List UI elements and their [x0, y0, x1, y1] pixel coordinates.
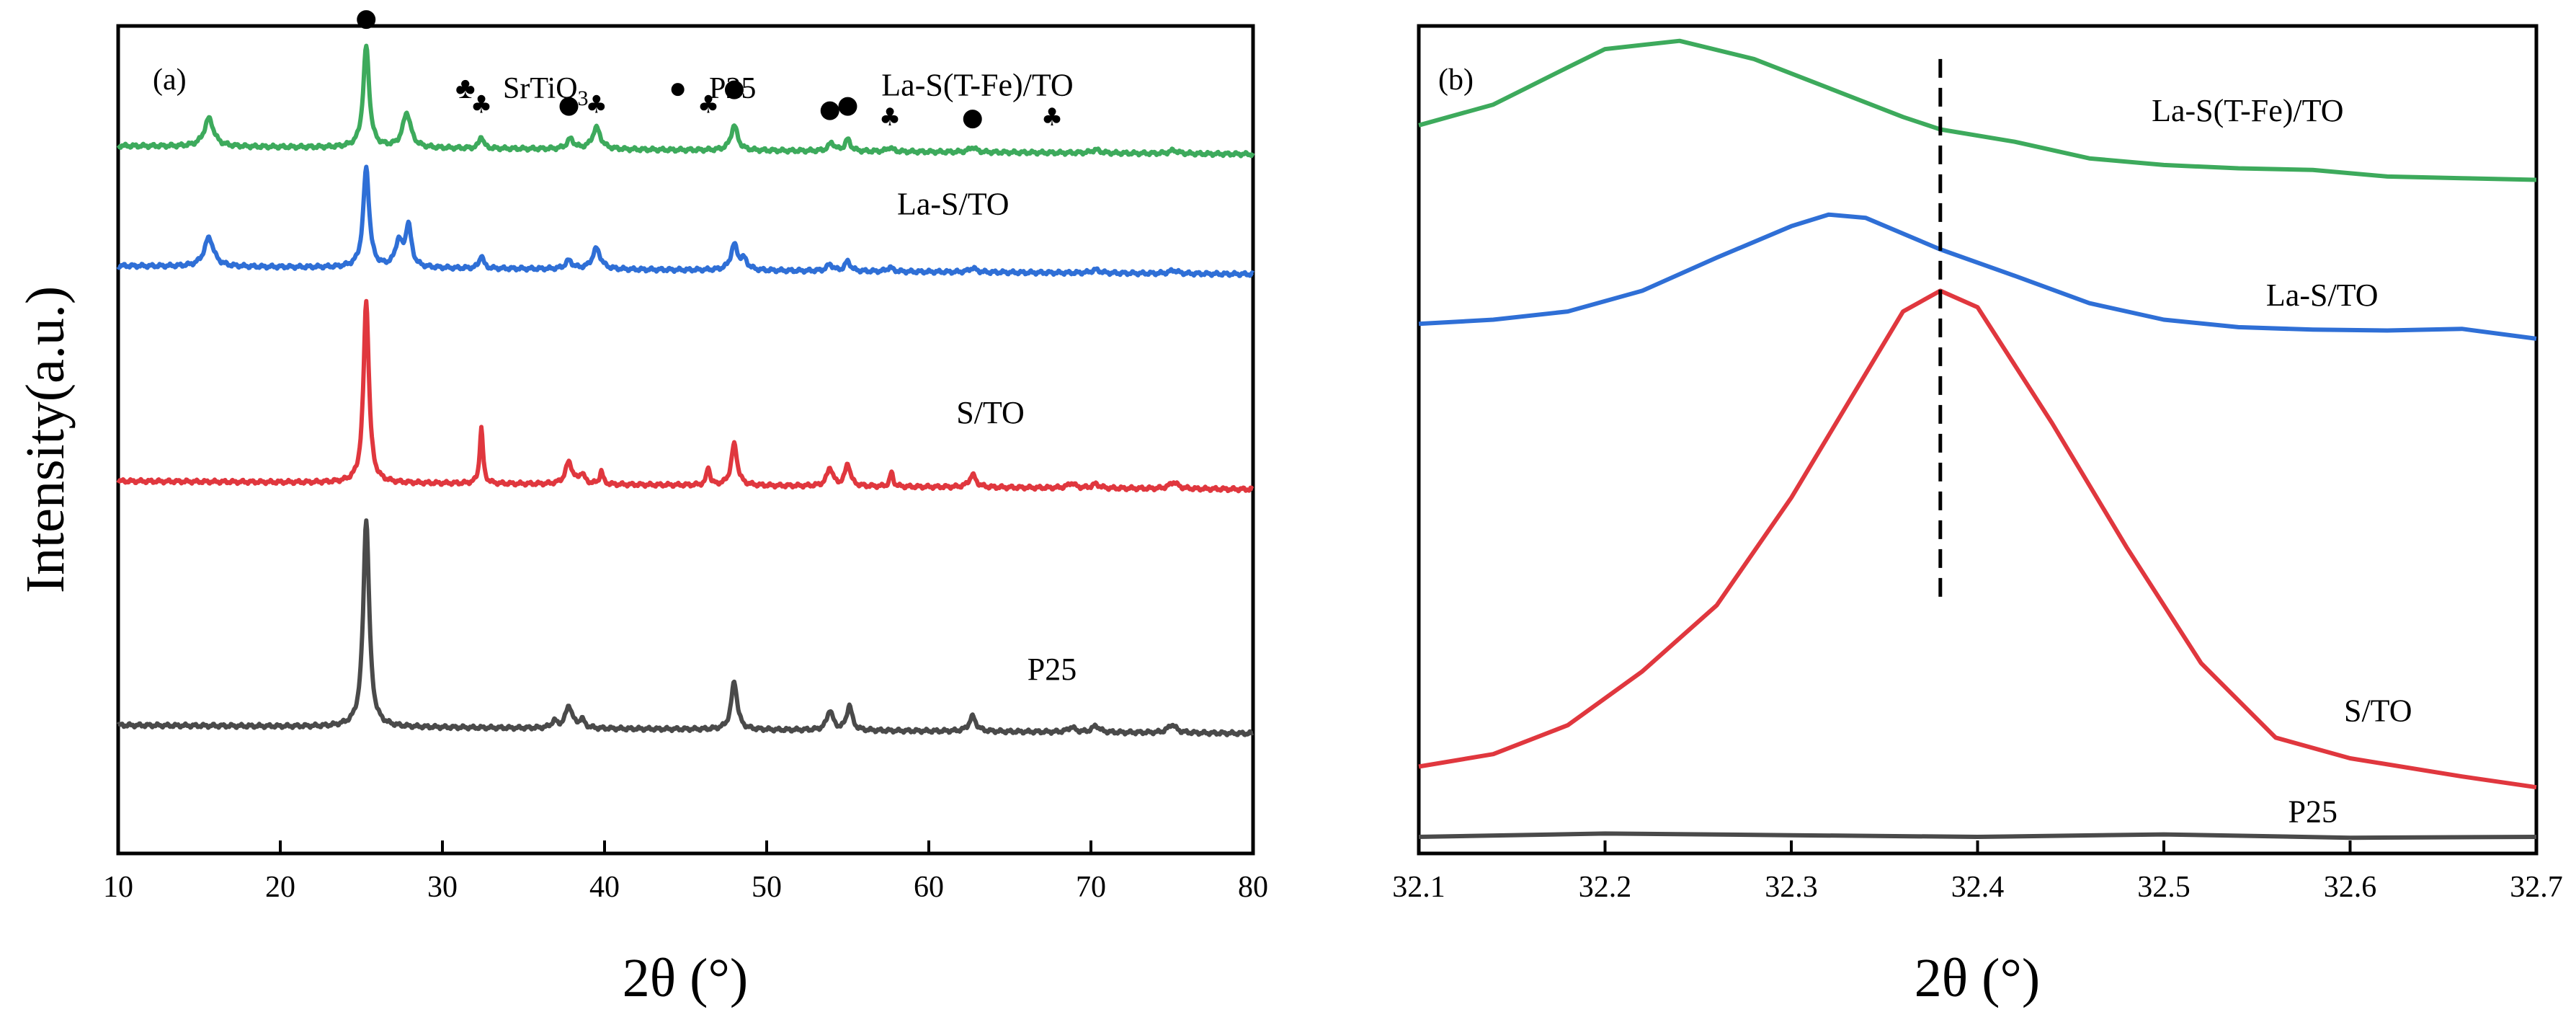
panel-a-series-s-to: [116, 298, 1254, 494]
y-axis-title: Intensity(a.u.): [15, 286, 76, 593]
panel-a-phase-markers: ●♣ ● ♣ ♣●●● ♣ ● ♣: [355, 4, 1063, 132]
panel-a-series-p25: [116, 518, 1254, 737]
srtio3-marker: ♣: [471, 91, 492, 120]
legend-symbol-srtio3: ♣: [455, 72, 476, 105]
panel-b-x-tick-label: 32.1: [1392, 871, 1445, 904]
panel-b-label-p25: P25: [2288, 794, 2337, 829]
panel-b-x-tick-label: 32.3: [1765, 871, 1818, 904]
panel-a-series-la-s-t-fe-to: [116, 43, 1255, 159]
panel-a-x-tick-label: 20: [265, 871, 295, 904]
panel-a-x-tick-label: 60: [914, 871, 944, 904]
p25-marker: ●: [962, 103, 984, 132]
panel-a-x-tick-label: 50: [752, 871, 782, 904]
legend-symbol-p25: ●: [669, 72, 687, 105]
panel-b-x-tick-label: 32.7: [2510, 871, 2563, 904]
srtio3-marker: ♣: [698, 91, 719, 120]
legend-label-p25: P25: [709, 72, 756, 105]
panel-a-series: [116, 43, 1255, 737]
panel-a-label-p25: P25: [1028, 652, 1077, 687]
panel-a-label-la-s-t-fe-to: La-S(T-Fe)/TO: [881, 67, 1073, 102]
panel-b-x-tick-label: 32.6: [2324, 871, 2377, 904]
panel-b-label: (b): [1438, 63, 1474, 97]
p25-marker: ●: [819, 94, 841, 123]
panel-b-x-tick-label: 32.2: [1579, 871, 1632, 904]
panel-a-x-tick-label: 30: [427, 871, 458, 904]
panel-a-x-tick-label: 10: [103, 871, 133, 904]
srtio3-marker: ♣: [1041, 103, 1063, 132]
panel-a-x-tick-label: 80: [1238, 871, 1268, 904]
panel-a-x-tick-label: 70: [1076, 871, 1106, 904]
panel-a-label: (a): [153, 63, 187, 97]
panel-b-series-p25: [1418, 831, 2537, 840]
panel-b-x-ticks: 32.1 32.2 32.3 32.4 32.5 32.6 32.7: [1392, 840, 2563, 904]
panel-a-x-tick-label: 40: [589, 871, 620, 904]
panel-a-x-ticks: 10 20 30 40 50 60 70 80: [103, 840, 1268, 904]
panel-a-series-labels: La-S(T-Fe)/TO La-S/TO S/TO P25: [881, 67, 1077, 686]
p25-marker: ●: [837, 91, 859, 120]
panel-b-x-tick-label: 32.4: [1951, 871, 2005, 904]
panel-a-label-s-to: S/TO: [956, 395, 1025, 430]
panel-a-frame: [116, 24, 1255, 856]
panel-b-series-labels: La-S(T-Fe)/TO La-S/TO S/TO P25: [2152, 93, 2412, 829]
panel-b-frame: [1417, 24, 2539, 856]
panel-b-series-la-s-to: [1418, 212, 2537, 341]
legend-label-srtio3: SrTiO3: [503, 72, 589, 110]
panel-a-legend: ♣ SrTiO3 ● P25: [455, 72, 756, 110]
panel-b-series-la-s-t-fe-to: [1418, 38, 2537, 182]
panel-a-x-axis-title: 2θ (°): [623, 948, 748, 1008]
panel-b-x-axis-title: 2θ (°): [1915, 948, 2040, 1008]
panel-b-label-la-s-t-fe-to: La-S(T-Fe)/TO: [2152, 93, 2343, 128]
panel-b-label-s-to: S/TO: [2344, 693, 2412, 728]
panel-a-label-la-s-to: La-S/TO: [897, 187, 1010, 222]
srtio3-marker: ♣: [879, 103, 901, 132]
panel-a-series-la-s-to: [116, 164, 1255, 278]
panel-b-label-la-s-to: La-S/TO: [2266, 278, 2379, 313]
p25-marker: ●: [558, 91, 580, 120]
panel-a: 10 20 30 40 50 60 70 80 ●♣ ● ♣ ♣●●● ♣ ● ♣ La-S(T-Fe)/…: [15, 4, 1268, 1008]
p25-marker: ●: [723, 74, 745, 103]
p25-marker: ●: [355, 4, 377, 32]
srtio3-marker: ♣: [586, 91, 607, 120]
panel-b-x-tick-label: 32.5: [2137, 871, 2191, 904]
panel-b: 32.1 32.2 32.3 32.4 32.5 32.6 32.7 La-S(T-Fe)/…: [1392, 38, 2563, 1008]
